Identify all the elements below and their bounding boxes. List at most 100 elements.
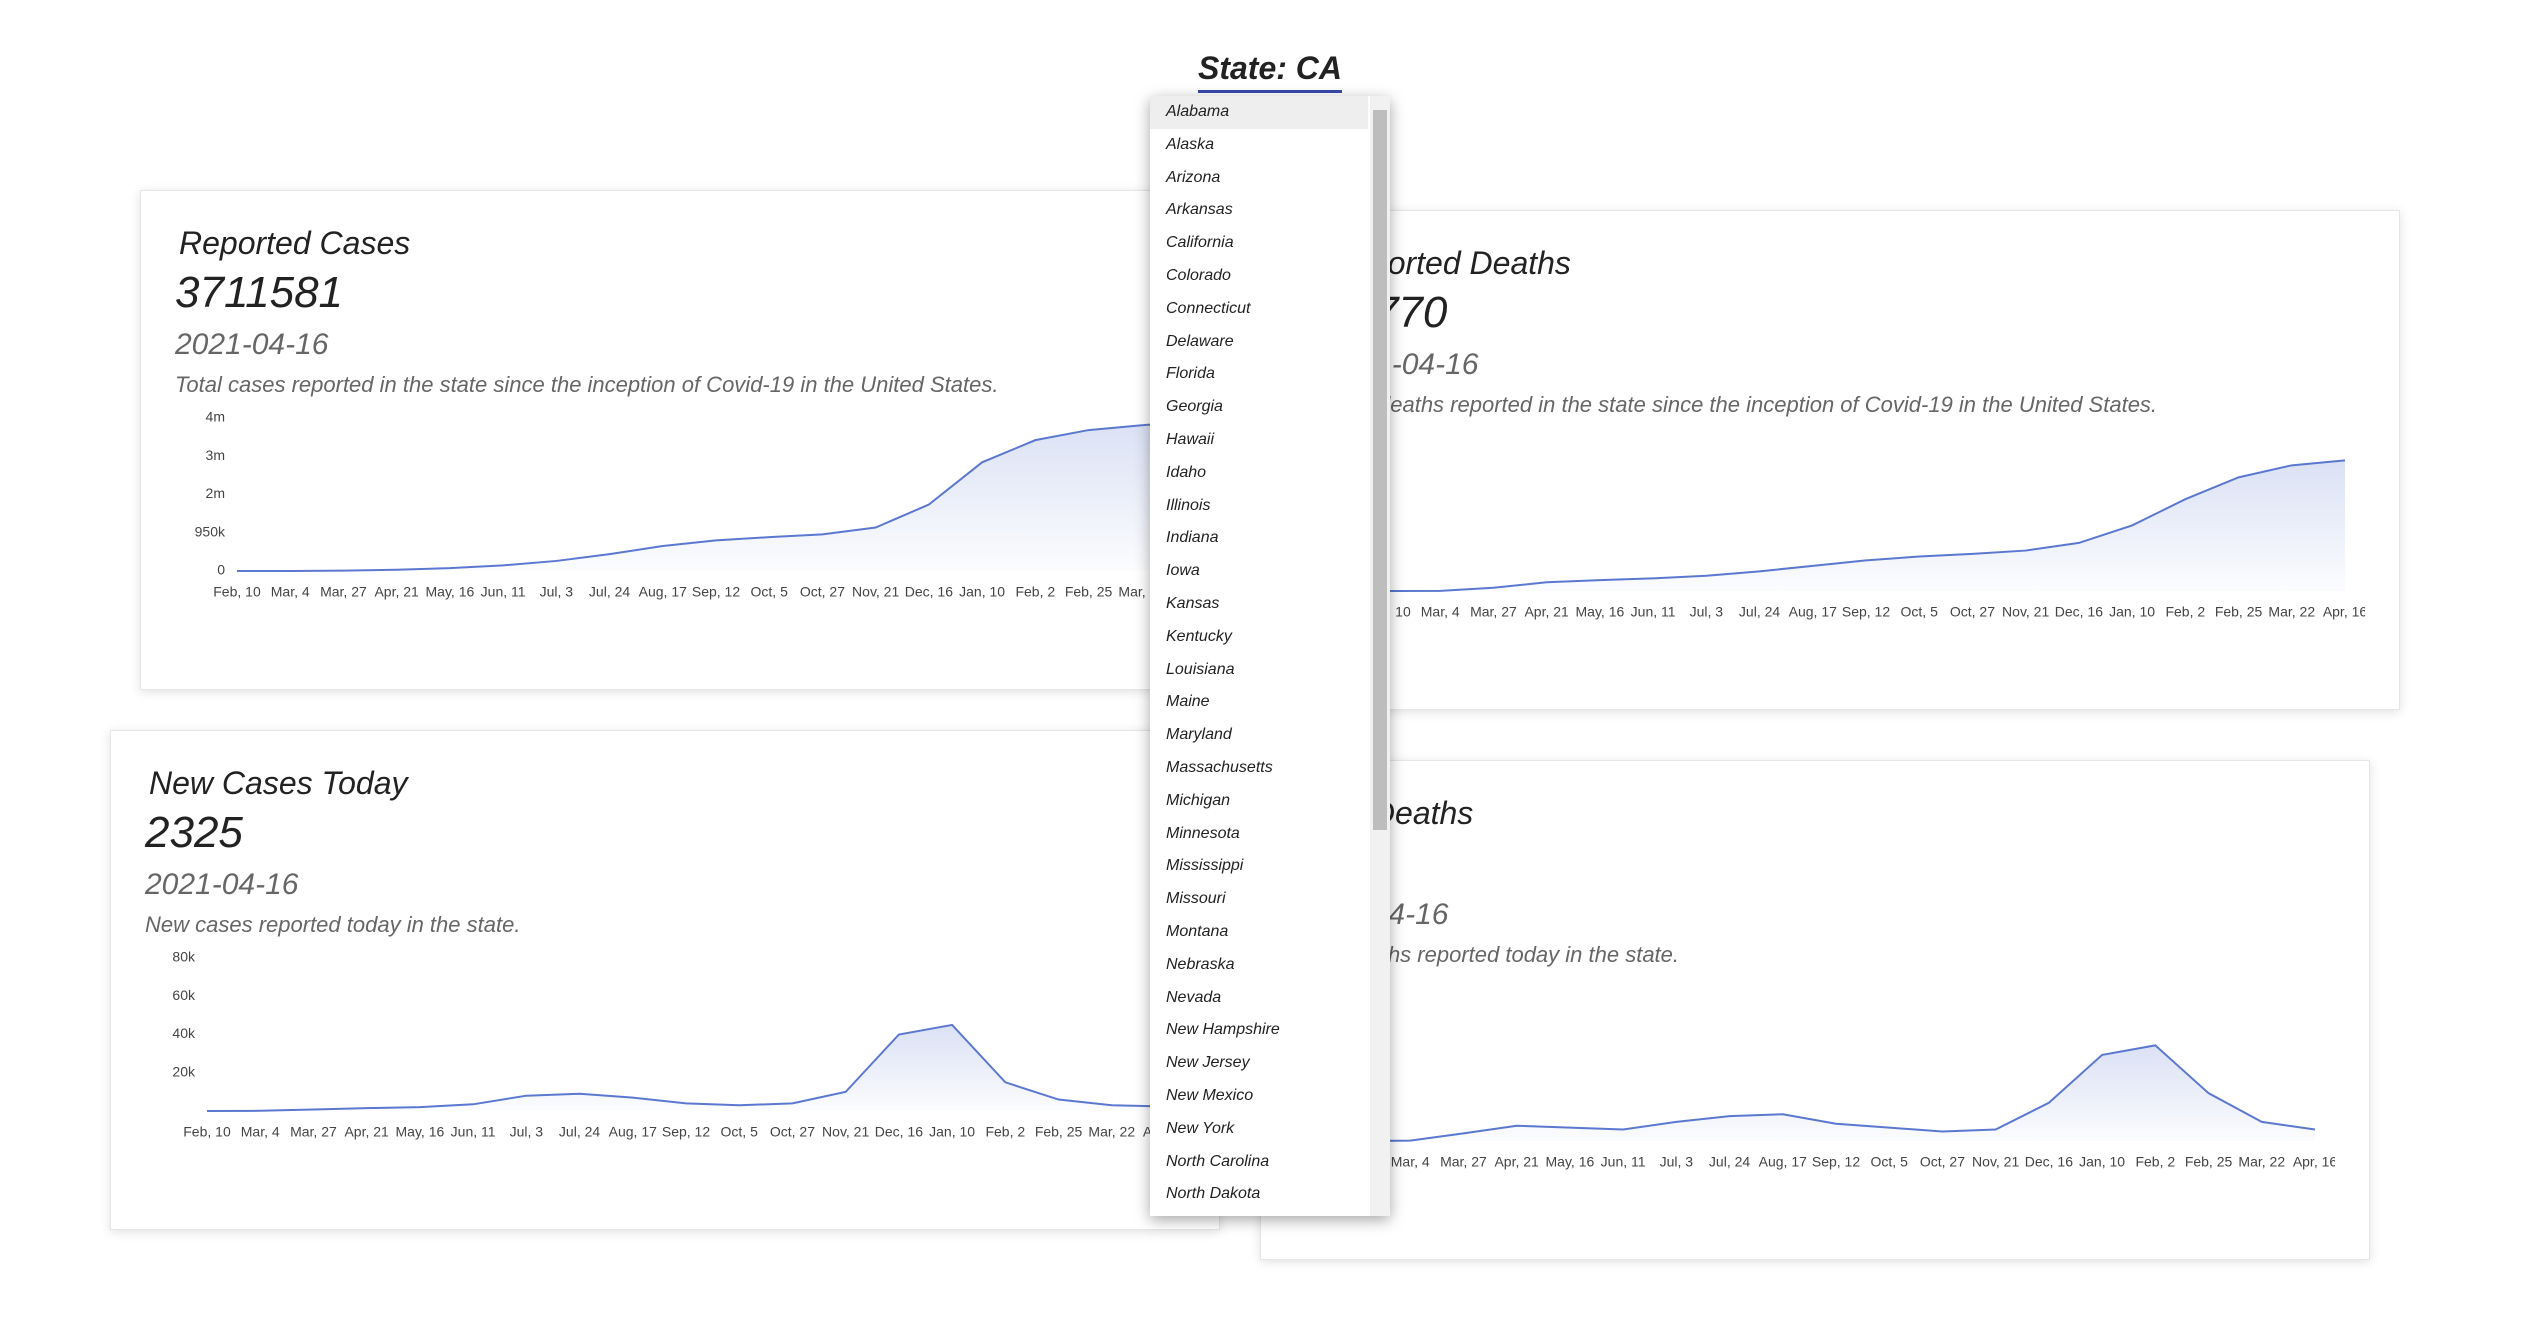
- state-select[interactable]: State: CA: [1150, 50, 1390, 93]
- x-tick-label: Apr, 21: [1494, 1154, 1539, 1170]
- dropdown-list: Alabama Alaska Arizona Arkansas California Co…: [1150, 96, 1390, 1216]
- x-tick-label: Feb, 2: [2165, 604, 2205, 620]
- card-date: 2021-04-16: [1295, 898, 2335, 932]
- chart: 0 950k 2m 3m 4m Feb, 10 Mar, 4 Mar, 27 Apr, 21 Ma…: [195, 409, 1218, 600]
- option[interactable]: Maryland: [1166, 726, 1232, 744]
- x-tick-label: Jul, 3: [1660, 1154, 1694, 1170]
- x-tick-label: Nov, 21: [1972, 1154, 2019, 1170]
- option[interactable]: Idaho: [1166, 463, 1207, 481]
- option[interactable]: Louisiana: [1166, 660, 1235, 678]
- option[interactable]: Delaware: [1166, 332, 1234, 350]
- chart: 20k 40k 60k 80k Feb, 10 Mar, 4 Mar, 27 Apr, 21 M…: [172, 949, 1187, 1140]
- x-tick-label: Jul, 24: [1739, 604, 1780, 620]
- option[interactable]: New York: [1166, 1119, 1235, 1137]
- card-date: 2021-04-16: [1325, 348, 1479, 381]
- option[interactable]: Nevada: [1166, 988, 1222, 1006]
- option[interactable]: New Mexico: [1166, 1086, 1254, 1104]
- x-tick-label: Jan, 10: [2109, 604, 2155, 620]
- option[interactable]: Arkansas: [1166, 201, 1233, 219]
- option[interactable]: Missouri: [1166, 890, 1226, 908]
- x-tick-label: Oct, 27: [800, 584, 845, 600]
- x-tick-label: Jul, 3: [1690, 604, 1724, 620]
- card-desc: New deaths reported today in the state.: [1295, 942, 1680, 967]
- option[interactable]: Maine: [1166, 693, 1210, 711]
- card-value: 2325: [145, 808, 243, 857]
- x-tick-label: Feb, 10: [213, 584, 261, 600]
- option[interactable]: Georgia: [1166, 398, 1223, 416]
- x-tick-label: Jul, 24: [1709, 1154, 1750, 1170]
- x-tick-label: Sep, 12: [1812, 1154, 1860, 1170]
- option[interactable]: Indiana: [1166, 529, 1219, 547]
- x-tick-label: Dec, 16: [905, 584, 953, 600]
- x-tick-label: Apr, 16: [2323, 604, 2365, 620]
- card-title: Reported Deaths: [1329, 245, 1571, 281]
- option[interactable]: New Hampshire: [1166, 1021, 1280, 1039]
- x-tick-label: Jul, 24: [559, 1124, 600, 1140]
- scrollbar[interactable]: [1370, 96, 1390, 1216]
- x-tick-label: Jan, 10: [2079, 1154, 2125, 1170]
- x-tick-label: Feb, 25: [1035, 1124, 1083, 1140]
- y-tick-label: 40k: [172, 1025, 196, 1041]
- y-tick-label: 0: [217, 562, 225, 578]
- area: [1357, 1045, 2315, 1141]
- x-tick-label: Nov, 21: [852, 584, 899, 600]
- x-tick-label: Mar, 27: [1440, 1154, 1487, 1170]
- option[interactable]: Connecticut: [1166, 299, 1251, 317]
- x-tick-label: Mar, 22: [2238, 1154, 2285, 1170]
- x-tick-label: Apr, 16: [2293, 1154, 2335, 1170]
- option[interactable]: Florida: [1166, 365, 1215, 383]
- x-tick-label: Jan, 10: [959, 584, 1005, 600]
- x-tick-label: Apr, 21: [374, 584, 419, 600]
- options: Alabama Alaska Arizona Arkansas California Co…: [1150, 96, 1368, 1211]
- option[interactable]: Arizona: [1166, 168, 1221, 186]
- card: Reported Cases 3711581 2021-04-16 Total cas…: [140, 190, 1250, 690]
- option[interactable]: Minnesota: [1166, 824, 1240, 842]
- option[interactable]: Montana: [1166, 922, 1229, 940]
- option[interactable]: Kansas: [1166, 594, 1220, 612]
- x-tick-label: Oct, 27: [1950, 604, 1995, 620]
- option[interactable]: North Carolina: [1166, 1152, 1270, 1170]
- x-tick-label: May, 16: [426, 584, 475, 600]
- option[interactable]: Nebraska: [1166, 955, 1235, 973]
- x-tick-label: Mar, 4: [271, 584, 310, 600]
- card-date: 2021-04-16: [175, 328, 329, 361]
- x-tick-label: Jun, 11: [1631, 604, 1676, 620]
- x-tick-label: Feb, 2: [985, 1124, 1025, 1140]
- scroll-thumb[interactable]: [1373, 110, 1387, 830]
- x-tick-label: Oct, 5: [721, 1124, 759, 1140]
- option[interactable]: North Dakota: [1166, 1185, 1261, 1203]
- option[interactable]: Alabama: [1150, 96, 1368, 129]
- option[interactable]: Kentucky: [1166, 627, 1232, 645]
- y-tick-label: 20k: [172, 1063, 196, 1079]
- x-tick-label: Mar, 4: [241, 1124, 280, 1140]
- x-tick-label: Mar, 22: [1088, 1124, 1135, 1140]
- option[interactable]: Colorado: [1166, 266, 1231, 284]
- option[interactable]: New Jersey: [1166, 1054, 1250, 1072]
- option[interactable]: Michigan: [1166, 791, 1231, 809]
- x-tick-label: Mar, 27: [290, 1124, 337, 1140]
- option[interactable]: Illinois: [1166, 496, 1211, 514]
- card-desc: New cases reported today in the state.: [145, 912, 521, 937]
- x-tick-label: Sep, 12: [692, 584, 740, 600]
- x-tick-label: Oct, 5: [1871, 1154, 1909, 1170]
- select-label[interactable]: State: CA: [1197, 50, 1342, 93]
- x-tick-label: Jan, 10: [929, 1124, 975, 1140]
- x-tick-label: Nov, 21: [822, 1124, 869, 1140]
- option[interactable]: Massachusetts: [1166, 758, 1273, 776]
- x-tick-label: Feb, 2: [2135, 1154, 2175, 1170]
- option[interactable]: Mississippi: [1166, 857, 1244, 875]
- option[interactable]: Alaska: [1166, 135, 1215, 153]
- x-tick-label: Sep, 12: [1842, 604, 1890, 620]
- option[interactable]: Iowa: [1166, 562, 1200, 580]
- y-tick-label: 3m: [206, 447, 225, 463]
- card-value: 59770: [1325, 288, 2365, 338]
- y-tick-label: 2m: [206, 485, 225, 501]
- x-tick-label: Jul, 24: [589, 584, 630, 600]
- card: Reported Deaths 59770 2021-04-16 Total deat…: [1290, 210, 2400, 710]
- option[interactable]: Hawaii: [1166, 430, 1215, 448]
- y-tick-label: 950k: [195, 523, 226, 539]
- option[interactable]: California: [1166, 234, 1234, 252]
- area: [237, 421, 1195, 571]
